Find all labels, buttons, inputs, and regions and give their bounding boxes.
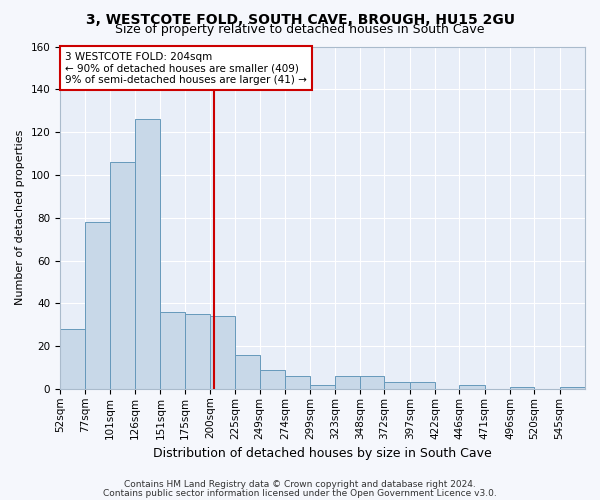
Text: 3, WESTCOTE FOLD, SOUTH CAVE, BROUGH, HU15 2GU: 3, WESTCOTE FOLD, SOUTH CAVE, BROUGH, HU… — [86, 12, 515, 26]
Bar — [310, 384, 335, 389]
Bar — [260, 370, 285, 389]
Bar — [285, 376, 310, 389]
Bar — [560, 387, 585, 389]
Bar — [335, 376, 360, 389]
Bar — [460, 384, 485, 389]
Text: Size of property relative to detached houses in South Cave: Size of property relative to detached ho… — [115, 22, 485, 36]
Bar — [235, 354, 260, 389]
Bar — [360, 376, 385, 389]
Y-axis label: Number of detached properties: Number of detached properties — [15, 130, 25, 306]
Bar — [210, 316, 235, 389]
Bar — [410, 382, 435, 389]
Text: Contains HM Land Registry data © Crown copyright and database right 2024.: Contains HM Land Registry data © Crown c… — [124, 480, 476, 489]
Bar — [135, 120, 160, 389]
X-axis label: Distribution of detached houses by size in South Cave: Distribution of detached houses by size … — [153, 447, 492, 460]
Text: 3 WESTCOTE FOLD: 204sqm
← 90% of detached houses are smaller (409)
9% of semi-de: 3 WESTCOTE FOLD: 204sqm ← 90% of detache… — [65, 52, 307, 85]
Bar — [60, 329, 85, 389]
Bar — [510, 387, 535, 389]
Bar — [160, 312, 185, 389]
Text: Contains public sector information licensed under the Open Government Licence v3: Contains public sector information licen… — [103, 488, 497, 498]
Bar — [85, 222, 110, 389]
Bar — [385, 382, 410, 389]
Bar — [185, 314, 210, 389]
Bar — [110, 162, 135, 389]
